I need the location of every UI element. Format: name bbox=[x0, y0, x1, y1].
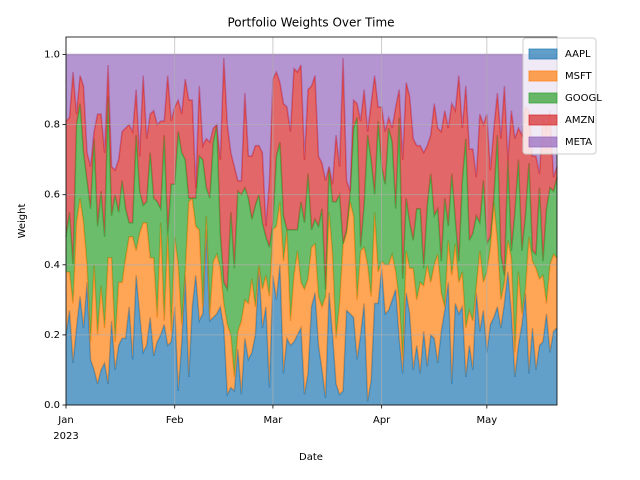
area bbox=[66, 96, 557, 377]
plot-frame bbox=[65, 36, 558, 406]
y-tick-label: 0.4 bbox=[44, 260, 60, 271]
y-tick-label: 1.0 bbox=[44, 50, 60, 61]
area bbox=[66, 58, 557, 290]
legend-label: MSFT bbox=[565, 71, 593, 82]
legend-label: GOOGL bbox=[565, 93, 602, 104]
y-tick-label: 0.2 bbox=[44, 330, 60, 341]
y-tick-label: 0.8 bbox=[44, 120, 60, 131]
legend-swatch bbox=[528, 48, 558, 60]
y-axis-label: Weight bbox=[17, 204, 28, 239]
chart-title: Portfolio Weights Over Time bbox=[227, 16, 394, 30]
x-tick-label: Mar bbox=[263, 415, 283, 426]
x-axis-label: Date bbox=[299, 452, 323, 463]
x-tick-label: Feb bbox=[166, 415, 184, 426]
area bbox=[66, 198, 557, 402]
legend-swatch bbox=[528, 92, 558, 104]
legend-swatch bbox=[528, 114, 558, 126]
legend-swatch bbox=[528, 136, 558, 148]
legend-swatch bbox=[528, 70, 558, 82]
area bbox=[66, 54, 557, 227]
x-tick-label: Jan 2023 bbox=[53, 415, 78, 442]
y-tick-label: 0.6 bbox=[44, 190, 60, 201]
y-tick-label: 0.0 bbox=[44, 400, 60, 411]
legend-label: AMZN bbox=[565, 115, 595, 126]
legend: AAPL MSFT GOOGL AMZN META bbox=[522, 37, 602, 155]
legend-label: AAPL bbox=[565, 49, 591, 60]
legend-label: META bbox=[565, 137, 592, 148]
x-tick-label: May bbox=[477, 415, 498, 426]
x-tick-label: Apr bbox=[373, 415, 391, 426]
